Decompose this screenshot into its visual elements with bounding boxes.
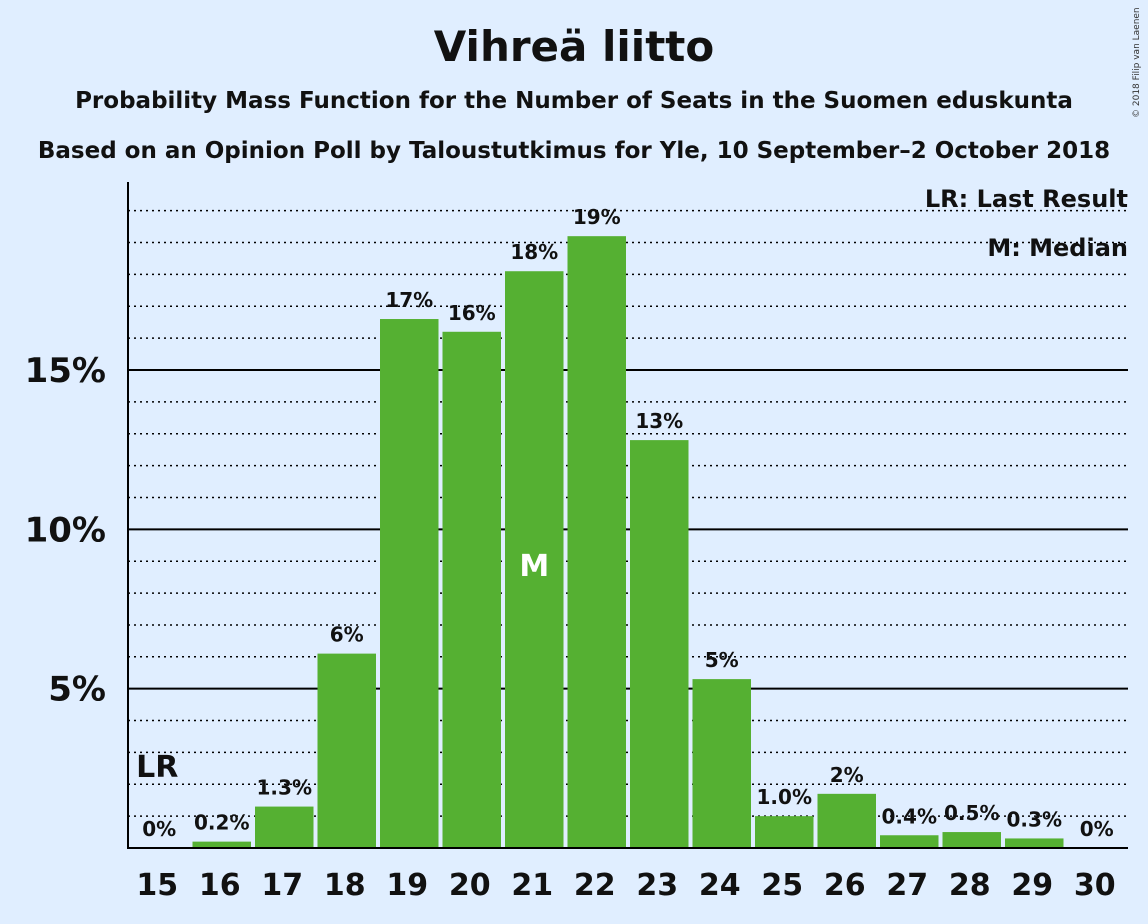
chart-title: Vihreä liitto	[433, 22, 715, 71]
bar	[317, 653, 376, 848]
bar-value-label: 18%	[510, 240, 558, 264]
median-marker: M	[519, 549, 549, 584]
bar	[1005, 838, 1064, 848]
bar	[192, 841, 251, 848]
x-tick-label: 25	[761, 868, 803, 903]
bar	[692, 679, 751, 848]
markers: M LR	[136, 549, 549, 785]
bar-value-label: 19%	[573, 205, 621, 229]
bar-value-label: 0.2%	[194, 811, 249, 835]
x-tick-label: 27	[886, 868, 928, 903]
bar	[880, 835, 939, 848]
bar-value-label: 0.3%	[1007, 807, 1062, 831]
legend-last-result: LR: Last Result	[924, 185, 1128, 213]
x-tick-label: 20	[449, 868, 491, 903]
x-tick-label: 28	[949, 868, 991, 903]
bar-value-label: 0.5%	[944, 801, 999, 825]
bar-labels: 0% 0.2% 1.3% 6% 17% 16% 18% 19% 13% 5% 1.0% 2% 0.4% 0…	[142, 205, 1113, 841]
bar	[942, 832, 1001, 848]
x-tick-label: 15	[136, 868, 178, 903]
x-tick-label: 16	[199, 868, 241, 903]
x-tick-label: 29	[1011, 868, 1053, 903]
bar	[630, 440, 689, 848]
last-result-marker: LR	[136, 750, 178, 785]
x-tick-label: 23	[636, 868, 678, 903]
chart-subtitle: Probability Mass Function for the Number…	[75, 88, 1073, 114]
axes: 5% 10% 15% 15 16 17 18 19 20 21 22 23 24 25 26 27 28 29 30	[25, 182, 1128, 903]
y-tick-label: 5%	[48, 670, 106, 710]
bars	[192, 236, 1064, 849]
x-tick-label: 30	[1074, 868, 1116, 903]
bar-value-label: 1.3%	[257, 776, 312, 800]
bar	[255, 806, 314, 848]
bar-value-label: 6%	[330, 623, 364, 647]
y-tick-label: 15%	[25, 351, 106, 391]
gridlines	[128, 209, 1128, 817]
bar	[442, 331, 501, 848]
bar	[380, 319, 439, 848]
x-tick-label: 19	[386, 868, 428, 903]
bar-value-label: 5%	[705, 648, 739, 672]
bar-value-label: 17%	[385, 288, 433, 312]
bar	[567, 236, 626, 848]
x-tick-label: 26	[824, 868, 866, 903]
legend-median: M: Median	[987, 234, 1128, 262]
bar-value-label: 0%	[142, 817, 176, 841]
bar-value-label: 16%	[448, 301, 496, 325]
bar	[817, 793, 876, 848]
x-tick-label: 18	[324, 868, 366, 903]
chart-source-line: Based on an Opinion Poll by Taloustutkim…	[37, 138, 1111, 164]
bar-value-label: 0%	[1080, 817, 1114, 841]
x-tick-label: 21	[511, 868, 553, 903]
bar-value-label: 13%	[635, 409, 683, 433]
x-tick-label: 24	[699, 868, 741, 903]
x-tick-label: 17	[261, 868, 303, 903]
x-tick-label: 22	[574, 868, 616, 903]
y-tick-label: 10%	[25, 510, 106, 550]
bar-value-label: 2%	[830, 763, 864, 787]
bar	[505, 271, 564, 849]
bar-value-label: 1.0%	[757, 785, 812, 809]
bar-value-label: 0.4%	[882, 804, 937, 828]
bar	[755, 816, 814, 848]
